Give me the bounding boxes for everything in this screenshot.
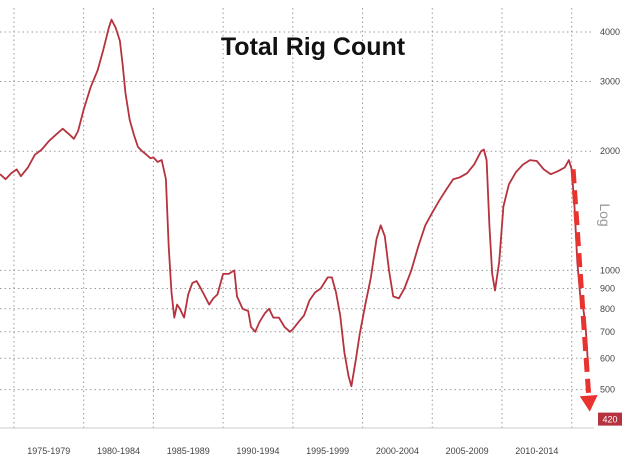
series-line-0: [0, 18, 590, 388]
chart-title: Total Rig Count: [221, 33, 406, 61]
last-value-badge: 420: [598, 412, 622, 426]
x-tick-label-2: 1985-1989: [167, 446, 210, 456]
series-layer: [0, 18, 590, 388]
last-value-badge-bg: [598, 412, 622, 426]
y-tick-label-3: 1000: [600, 265, 620, 275]
x-tick-label-0: 1975-1979: [27, 446, 70, 456]
y-tick-label-0: 4000: [600, 27, 620, 37]
last-value-label: 420: [602, 415, 617, 425]
y-tick-label-1: 3000: [600, 77, 620, 87]
y-tick-label-2: 2000: [600, 146, 620, 156]
y-tick-label-4: 900: [600, 284, 615, 294]
y-tick-label-5: 800: [600, 304, 615, 314]
x-tick-label-7: 2010-2014: [515, 446, 558, 456]
x-tick-label-4: 1995-1999: [306, 446, 349, 456]
y-tick-label-7: 600: [600, 353, 615, 363]
y-axis-ticks: 4000 3000 2000 1000 900 800 700 600 500: [600, 27, 620, 395]
x-tick-label-6: 2005-2009: [446, 446, 489, 456]
grid-layer: [0, 8, 594, 429]
x-axis-ticks: 1975-1979 1980-1984 1985-1989 1990-1994 1995…: [27, 446, 558, 456]
arrow-head-0: [579, 395, 598, 412]
y-tick-label-6: 700: [600, 327, 615, 337]
y-tick-label-8: 500: [600, 385, 615, 395]
x-tick-label-1: 1980-1984: [97, 446, 140, 456]
annotation-layer: [570, 169, 598, 412]
log-scale-label: Log: [597, 203, 613, 226]
x-tick-label-3: 1990-1994: [236, 446, 279, 456]
arrow-shaft-0: [570, 169, 592, 396]
x-tick-label-5: 2000-2004: [376, 446, 419, 456]
